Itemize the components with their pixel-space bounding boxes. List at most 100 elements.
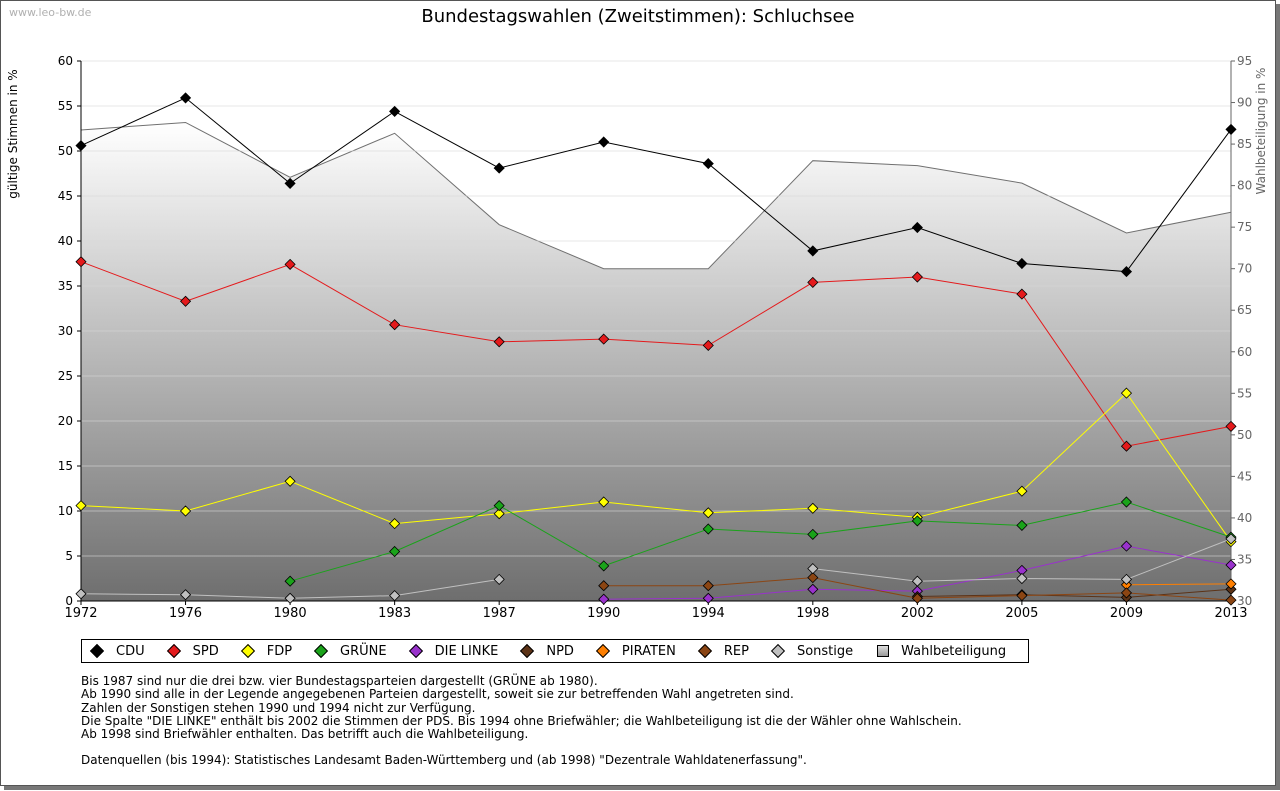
data-point	[389, 105, 401, 117]
data-point	[389, 590, 401, 602]
legend-area-swatch	[877, 645, 890, 657]
watermark: www.leo-bw.de	[9, 6, 92, 19]
data-point	[807, 572, 819, 584]
data-point	[75, 140, 87, 152]
legend-label: REP	[723, 643, 749, 659]
series-fdp	[75, 387, 1237, 548]
series-sonstige	[75, 533, 1237, 604]
legend-label: FDP	[266, 643, 293, 659]
legend-label: GRÜNE	[340, 643, 387, 659]
data-source: Datenquellen (bis 1994): Statistisches L…	[81, 753, 807, 767]
y-tick-label-right: 45	[1237, 469, 1252, 483]
x-tick-label: 1990	[587, 606, 620, 621]
data-point	[807, 528, 819, 540]
data-point	[284, 575, 296, 587]
series-line	[917, 588, 1232, 598]
legend-marker	[770, 643, 786, 659]
data-point	[807, 502, 819, 514]
legend-item: DIE LINKE	[408, 643, 499, 659]
footnotes: Bis 1987 sind nur die drei bzw. vier Bun…	[81, 674, 962, 742]
data-point	[389, 319, 401, 331]
data-point	[179, 295, 192, 307]
series-line	[289, 501, 1232, 582]
data-point	[598, 136, 610, 148]
y-tick-label-right: 40	[1237, 511, 1252, 525]
legend-label: PIRATEN	[621, 643, 676, 659]
legend-marker	[313, 643, 329, 659]
data-point	[598, 560, 610, 572]
footnote-line: Die Spalte "DIE LINKE" enthält bis 2002 …	[81, 713, 962, 728]
series-spd	[75, 256, 1237, 452]
legend-label: CDU	[116, 643, 145, 659]
data-point	[1225, 123, 1237, 135]
y-tick-label-left: 45	[58, 189, 73, 203]
y-tick-label-left: 60	[58, 54, 73, 68]
y-tick-label-left: 25	[58, 369, 73, 383]
series-line	[80, 97, 1232, 273]
legend-marker	[520, 643, 535, 659]
data-point	[1016, 485, 1028, 497]
y-tick-label-left: 40	[58, 234, 73, 248]
data-point	[911, 515, 923, 527]
x-tick-label: 2009	[1110, 606, 1143, 621]
footnote-line: Zahlen der Sonstigen stehen 1990 und 199…	[81, 700, 476, 715]
y-tick-label-right: 85	[1237, 137, 1252, 151]
data-point	[598, 496, 610, 508]
legend-label: NPD	[546, 643, 574, 659]
legend-marker	[408, 643, 423, 659]
y-tick-label-right: 35	[1237, 552, 1252, 566]
y-tick-label-left: 55	[58, 99, 73, 113]
data-point	[807, 245, 819, 257]
data-point	[807, 276, 819, 288]
legend-marker	[697, 643, 712, 659]
y-tick-label-left: 35	[58, 279, 73, 293]
legend-item: Sonstige	[770, 643, 853, 659]
data-point	[598, 593, 610, 605]
data-point	[284, 258, 296, 270]
data-point	[75, 500, 87, 512]
legend-item: NPD	[520, 643, 574, 659]
data-point	[493, 500, 505, 512]
data-point	[1016, 519, 1028, 531]
data-point	[75, 256, 87, 268]
data-point	[1120, 387, 1133, 399]
legend-label: Wahlbeteiligung	[901, 643, 1007, 659]
data-point	[284, 592, 296, 604]
data-point	[179, 505, 192, 517]
y-tick-label-right: 75	[1237, 220, 1252, 234]
footnote-line: Ab 1990 sind alle in der Legende angegeb…	[81, 687, 794, 702]
data-point	[1120, 587, 1133, 599]
x-tick-label: 2002	[901, 606, 934, 621]
data-point	[598, 580, 610, 592]
y-tick-label-left: 15	[58, 459, 73, 473]
y-tick-label-left: 30	[58, 324, 73, 338]
legend-item: PIRATEN	[595, 643, 676, 659]
x-tick-label: 1994	[692, 606, 725, 621]
x-tick-label: 2013	[1214, 606, 1247, 621]
data-point	[807, 583, 819, 595]
x-tick-label: 1972	[64, 606, 97, 621]
y-tick-label-right: 90	[1237, 96, 1252, 110]
legend-item: FDP	[240, 643, 293, 659]
election-chart: www.leo-bw.de Bundestagswahlen (Zweitsti…	[6, 6, 1268, 621]
data-point	[911, 575, 923, 587]
legend-item: SPD	[166, 644, 219, 659]
turnout-line	[80, 121, 1232, 270]
legend-marker	[89, 643, 105, 659]
data-point	[493, 508, 505, 520]
y-tick-label-right: 65	[1237, 303, 1252, 317]
y-tick-label-right: 55	[1237, 386, 1252, 400]
data-point	[702, 580, 714, 592]
series-cdu	[75, 92, 1237, 278]
data-point	[702, 339, 714, 351]
legend-marker	[240, 643, 255, 659]
data-point	[284, 177, 296, 189]
x-tick-label: 2005	[1005, 606, 1038, 621]
y-tick-label-right: 80	[1237, 179, 1252, 193]
y-tick-label-right: 60	[1237, 345, 1252, 359]
y-tick-label-right: 70	[1237, 262, 1252, 276]
legend-label: DIE LINKE	[434, 643, 499, 659]
data-point	[807, 563, 819, 575]
footnote-line: Ab 1998 sind Briefwähler enthalten. Das …	[81, 727, 529, 742]
turnout-area	[81, 122, 1231, 601]
